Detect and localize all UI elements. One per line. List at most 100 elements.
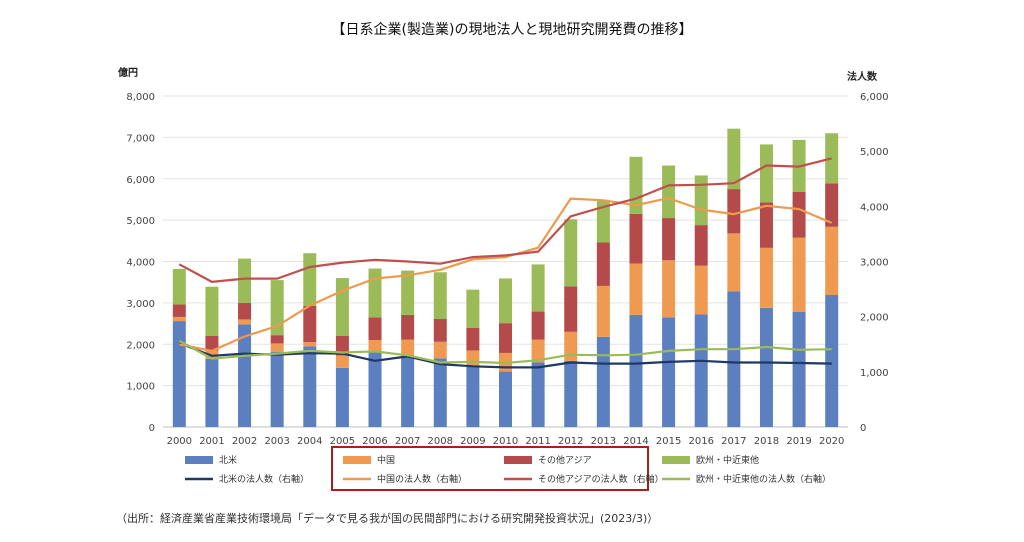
legend-label: 欧州・中近東他 — [696, 454, 759, 466]
bar-segment — [433, 272, 447, 320]
left-tick-label: 0 — [149, 423, 155, 434]
bar-segment — [499, 323, 512, 353]
right-tick-label: 4,000 — [860, 202, 889, 213]
bar-segment — [531, 362, 545, 427]
bar-segment — [662, 165, 676, 219]
bar-segment — [401, 339, 415, 357]
right-tick-label: 1,000 — [860, 368, 889, 379]
left-tick-label: 4,000 — [126, 258, 155, 269]
bar-segment — [564, 331, 578, 361]
bar-segment — [825, 183, 839, 227]
bar-segment — [303, 305, 317, 343]
x-tick-label: 2008 — [428, 436, 453, 447]
bar-segment — [270, 335, 284, 344]
bar-segment — [629, 263, 643, 315]
bar-segment — [694, 314, 708, 427]
right-axis-ticks: 0 1,000 2,000 3,000 4,000 5,000 6,000 — [860, 92, 889, 434]
bar-segment — [727, 291, 741, 427]
bar-segment — [564, 360, 578, 427]
x-tick-label: 2019 — [786, 436, 811, 447]
bar-segment — [759, 307, 773, 427]
left-tick-label: 8,000 — [126, 92, 155, 103]
bar-segment — [335, 355, 349, 368]
bar-segment — [368, 340, 382, 353]
x-tick-label: 2011 — [525, 436, 550, 447]
bar-segment — [303, 346, 317, 427]
line-series — [178, 157, 833, 369]
x-tick-label: 2010 — [493, 436, 518, 447]
series-line — [179, 197, 833, 352]
bar-segment — [727, 189, 741, 234]
bar-segment — [499, 371, 512, 427]
x-tick-label: 2015 — [656, 436, 681, 447]
bar-segment — [564, 219, 578, 287]
legend-label: その他アジアの法人数（右軸） — [538, 473, 664, 485]
bar-segment — [205, 335, 219, 351]
bar-segment — [727, 233, 741, 292]
bar-segment — [759, 247, 773, 308]
right-tick-label: 6,000 — [860, 92, 889, 103]
legend-swatch — [504, 456, 532, 464]
bar-segment — [466, 350, 480, 368]
bar-segment — [401, 356, 415, 427]
bar-segment — [205, 350, 219, 359]
left-tick-label: 6,000 — [126, 175, 155, 186]
bar-segment — [172, 316, 186, 322]
bar-segment — [368, 317, 382, 341]
bar-segment — [596, 242, 610, 286]
bar-segment — [694, 175, 708, 226]
bar-segment — [303, 253, 317, 306]
bar-segment — [564, 286, 578, 332]
bar-segment — [205, 286, 219, 336]
left-tick-label: 2,000 — [126, 340, 155, 351]
bar-segment — [466, 289, 480, 328]
bar-segment — [792, 311, 806, 427]
x-tick-label: 2009 — [460, 436, 485, 447]
bar-segment — [596, 199, 610, 243]
bar-segment — [205, 358, 219, 427]
bar-segment — [172, 321, 186, 427]
bar-segment — [662, 218, 676, 261]
bar-segment — [401, 314, 415, 340]
right-tick-label: 2,000 — [860, 313, 889, 324]
right-tick-label: 3,000 — [860, 258, 889, 269]
x-tick-label: 2018 — [754, 436, 779, 447]
bar-segment — [238, 324, 252, 427]
bar-segment — [792, 191, 806, 238]
left-tick-label: 3,000 — [126, 299, 155, 310]
bar-segment — [466, 327, 480, 351]
right-tick-label: 5,000 — [860, 147, 889, 158]
x-tick-label: 2013 — [591, 436, 616, 447]
legend-label: 北米の法人数（右軸） — [219, 473, 309, 485]
bar-segment — [662, 317, 676, 427]
bar-segment — [727, 128, 741, 190]
legend-label: その他アジア — [538, 454, 592, 466]
left-axis-ticks: 0 1,000 2,000 3,000 4,000 5,000 6,000 7,000 8,00… — [126, 92, 155, 434]
bar-segment — [596, 336, 610, 427]
x-tick-label: 2020 — [819, 436, 844, 447]
right-tick-label: 0 — [860, 423, 866, 434]
bar-segment — [401, 270, 415, 315]
bar-segment — [335, 367, 349, 427]
x-tick-label: 2007 — [395, 436, 420, 447]
bar-segment — [629, 314, 643, 427]
legend-label: 中国 — [377, 454, 395, 466]
series-line — [178, 342, 832, 369]
bar-segment — [368, 268, 382, 318]
bar-segment — [759, 144, 773, 203]
bar-segment — [694, 225, 708, 266]
bar-segment — [172, 268, 186, 305]
bar-segment — [629, 213, 643, 264]
bar-segment — [368, 352, 382, 427]
x-tick-label: 2016 — [688, 436, 713, 447]
bar-segment — [662, 260, 676, 318]
left-tick-label: 1,000 — [126, 382, 155, 393]
bar-segment — [433, 341, 447, 359]
bar-segment — [466, 367, 480, 427]
bar-segment — [270, 351, 284, 427]
bar-series — [172, 128, 839, 427]
bar-segment — [531, 339, 545, 363]
x-tick-label: 2005 — [330, 436, 355, 447]
x-tick-label: 2017 — [721, 436, 746, 447]
